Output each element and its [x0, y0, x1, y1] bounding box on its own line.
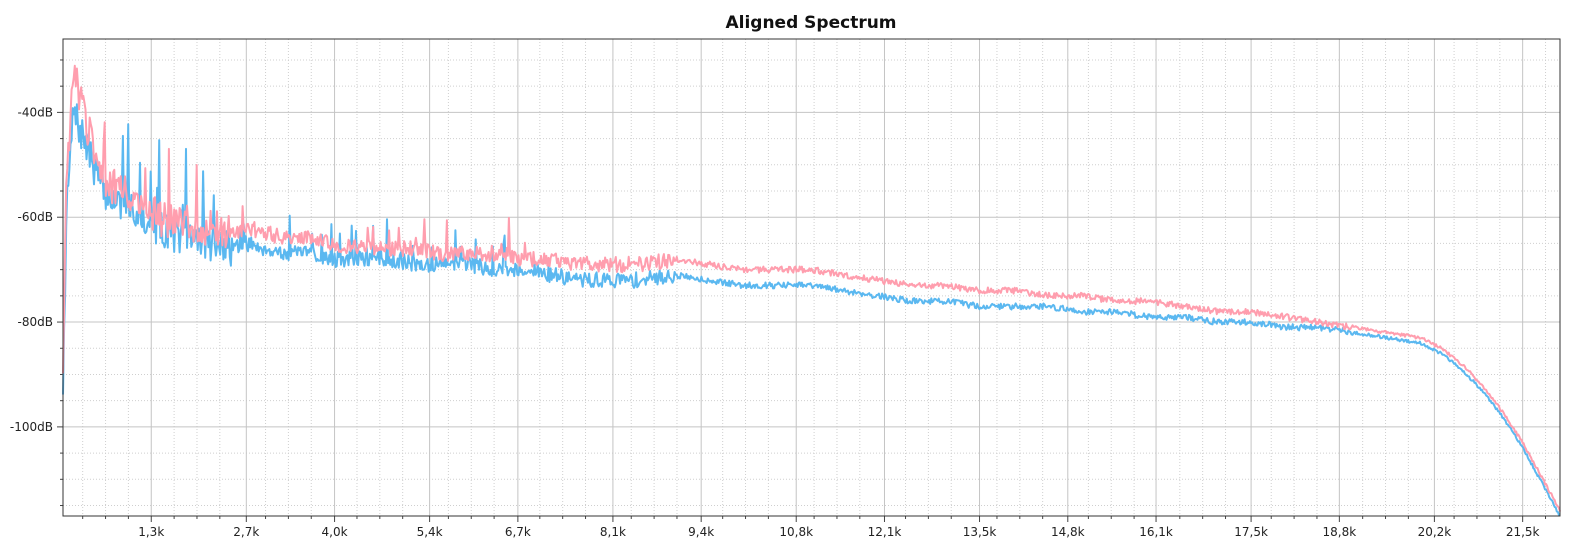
- x-tick-label: 21,5k: [1506, 525, 1540, 539]
- x-tick-label: 5,4k: [417, 525, 443, 539]
- x-tick-label: 9,4k: [688, 525, 714, 539]
- x-tick-label: 1,3k: [138, 525, 164, 539]
- series-line-1: [62, 103, 1561, 517]
- y-tick-label: -40dB: [18, 105, 53, 119]
- y-tick-label: -100dB: [10, 420, 53, 434]
- x-tick-label: 16,1k: [1139, 525, 1173, 539]
- plot-area: 1,3k 2,7k 4,0k 5,4k 6,7k 8,1k 9,4k 10,8k 12,1k 13…: [10, 38, 1561, 539]
- x-tick-label: 2,7k: [233, 525, 259, 539]
- x-tick-label: 20,2k: [1418, 525, 1452, 539]
- x-tick-label: 13,5k: [963, 525, 997, 539]
- chart-title: Aligned Spectrum: [725, 13, 896, 33]
- x-tick-label: 8,1k: [600, 525, 626, 539]
- x-tick-label: 17,5k: [1234, 525, 1268, 539]
- x-tick-label: 6,7k: [505, 525, 531, 539]
- x-tick-label: 10,8k: [779, 525, 813, 539]
- x-tick-label: 14,8k: [1051, 525, 1085, 539]
- y-tick-label: -60dB: [18, 210, 53, 224]
- series-line-2: [62, 64, 1561, 512]
- x-tick-label: 4,0k: [322, 525, 348, 539]
- y-tick-label: -80dB: [18, 315, 53, 329]
- x-tick-label: 12,1k: [868, 525, 902, 539]
- plot-frame: [62, 38, 1561, 517]
- x-tick-label: 18,8k: [1323, 525, 1357, 539]
